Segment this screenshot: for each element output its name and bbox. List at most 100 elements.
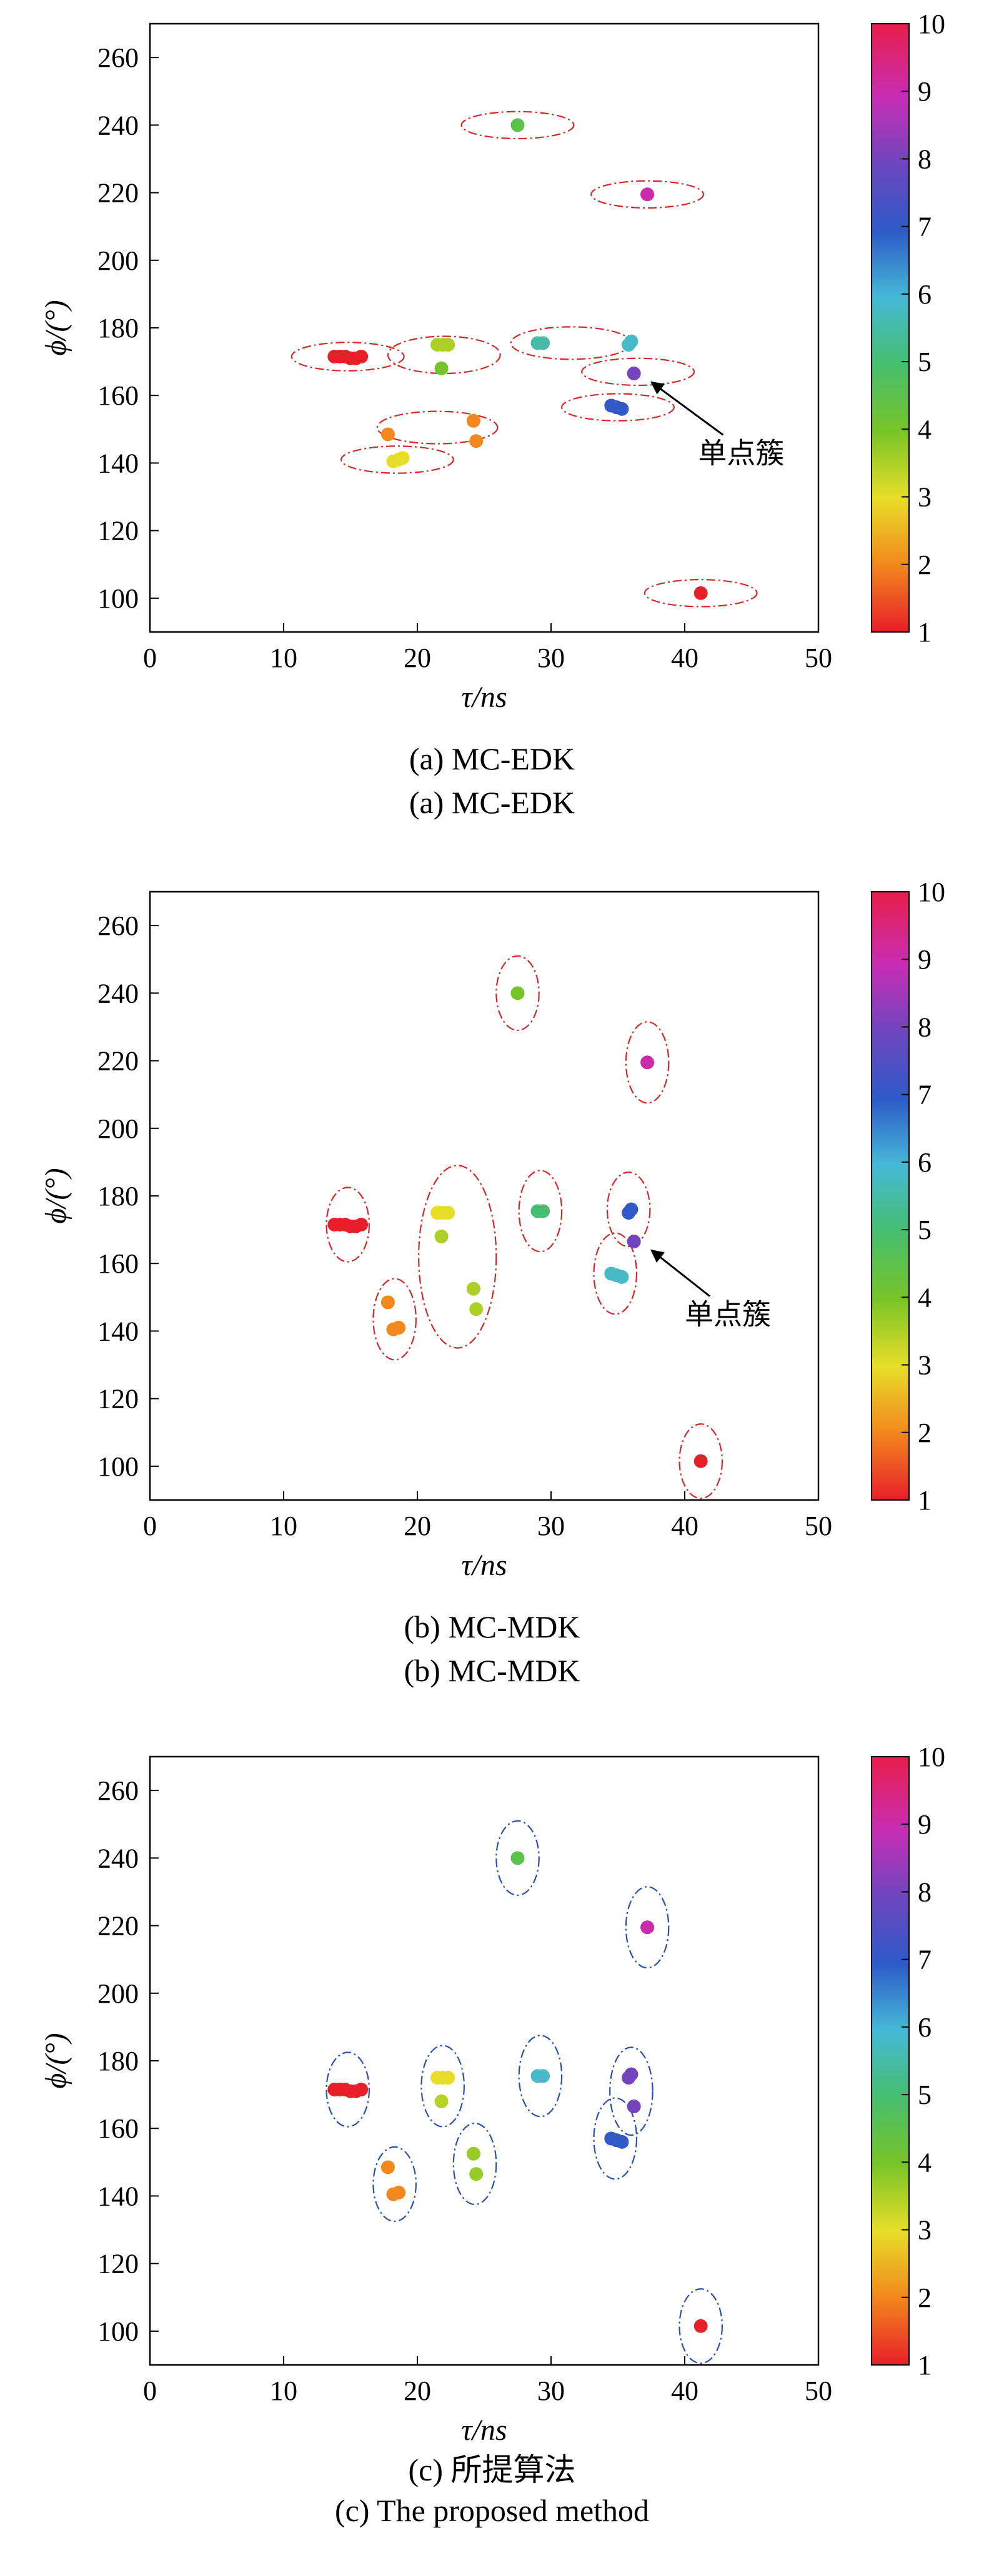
data-point <box>510 986 525 1000</box>
data-point <box>469 434 484 448</box>
x-tick-label: 50 <box>805 1511 832 1541</box>
data-point <box>624 334 639 348</box>
cluster-ellipse <box>625 1886 670 1969</box>
caption-b-line2: (b) MC-MDK <box>404 1653 580 1688</box>
cluster-ellipse <box>372 2146 417 2223</box>
colorbar-tick-label: 1 <box>918 2350 932 2381</box>
data-point <box>380 2160 395 2174</box>
colorbar-tick-label: 2 <box>918 550 932 580</box>
colorbar-tick-label: 3 <box>918 2215 932 2246</box>
data-point <box>693 1454 708 1468</box>
data-point <box>380 1295 395 1310</box>
cluster-ellipse <box>372 1278 417 1361</box>
data-point <box>392 1321 406 1335</box>
y-tick-label: 160 <box>97 380 139 411</box>
data-point <box>466 413 480 428</box>
data-point <box>615 402 629 416</box>
colorbar-tick-label: 6 <box>918 2012 932 2043</box>
x-tick-label: 40 <box>671 1511 698 1541</box>
cluster-ellipse <box>340 445 454 474</box>
data-point <box>466 1281 480 1296</box>
colorbar-tick-label: 6 <box>918 279 932 310</box>
panel-b: 0 10 20 30 40 50 100 120 140 160 180 200 220 240 260 τ/… <box>0 868 984 1711</box>
cluster-ellipse <box>495 1820 540 1896</box>
data-point <box>615 2134 629 2149</box>
y-tick-label: 260 <box>97 42 139 73</box>
colorbar-tick-label: 8 <box>918 144 932 174</box>
colorbar <box>871 1756 910 2366</box>
data-point <box>624 2067 639 2081</box>
data-point <box>354 2082 369 2096</box>
y-tick-label: 140 <box>97 2181 139 2211</box>
data-point <box>510 1851 525 1865</box>
data-point <box>434 1229 449 1243</box>
x-tick-label: 40 <box>671 643 698 673</box>
x-tick-label: 20 <box>404 643 431 673</box>
y-tick-label: 240 <box>97 1843 139 1873</box>
x-tick-label: 30 <box>537 1511 565 1541</box>
colorbar-tick-label: 7 <box>918 212 932 242</box>
cluster-ellipse <box>518 2035 563 2118</box>
x-axis-label: τ/ns <box>461 1549 507 1582</box>
colorbar-tick-label: 7 <box>918 1080 932 1110</box>
plot-frame <box>149 1755 820 2366</box>
y-tick-label: 100 <box>97 1451 139 1482</box>
y-tick-label: 120 <box>97 1384 139 1414</box>
y-tick-label: 100 <box>97 2316 139 2347</box>
y-axis-label: ϕ/(°) <box>39 300 72 355</box>
y-tick-label: 140 <box>97 448 139 478</box>
data-point <box>395 451 410 465</box>
x-axis-label: τ/ns <box>461 681 507 714</box>
annotation-label: 单点簇 <box>698 436 784 470</box>
y-axis-label: ϕ/(°) <box>39 1168 72 1223</box>
annotation-arrow <box>650 381 724 436</box>
x-tick-label: 0 <box>143 1511 157 1541</box>
data-point <box>536 2069 550 2083</box>
data-point <box>627 2100 641 2114</box>
data-point <box>441 1206 455 1220</box>
data-point <box>627 367 641 381</box>
x-tick-label: 20 <box>404 1511 431 1541</box>
y-tick-label: 200 <box>97 1113 139 1144</box>
cluster-ellipse <box>510 326 632 360</box>
colorbar-tick-label: 9 <box>918 76 932 107</box>
colorbar-tick-label: 2 <box>918 2282 932 2313</box>
cluster-ellipse <box>593 1232 638 1315</box>
scatter-chart-a: 0 10 20 30 40 50 100 120 140 160 180 200 220 240 260 τ/… <box>39 9 945 714</box>
cluster-ellipse <box>593 2097 638 2180</box>
x-tick-label: 10 <box>270 643 297 673</box>
y-tick-label: 120 <box>97 2249 139 2279</box>
caption-b-line1: (b) MC-MDK <box>404 1609 580 1644</box>
x-tick-label: 10 <box>270 1511 297 1541</box>
data-point <box>640 1920 655 1935</box>
data-point <box>380 427 395 442</box>
colorbar-tick-label: 4 <box>918 1282 932 1313</box>
y-tick-label: 160 <box>97 2113 139 2144</box>
colorbar-tick-label: 9 <box>918 944 932 975</box>
y-tick-label: 180 <box>97 2046 139 2076</box>
cluster-ellipse <box>420 2045 465 2128</box>
y-tick-label: 260 <box>97 910 139 941</box>
y-tick-label: 180 <box>97 1181 139 1212</box>
y-tick-label: 120 <box>97 516 139 546</box>
panel-a: 0 10 20 30 40 50 100 120 140 160 180 200 220 240 260 τ/… <box>0 0 984 843</box>
cluster-ellipse <box>452 2123 497 2206</box>
colorbar-tick-label: 7 <box>918 1945 932 1975</box>
plot-frame <box>149 891 820 1501</box>
colorbar-tick-label: 5 <box>918 2080 932 2110</box>
plot-frame <box>149 22 820 633</box>
colorbar-tick-label: 10 <box>918 9 945 39</box>
x-tick-label: 50 <box>805 643 832 673</box>
x-tick-label: 0 <box>143 643 157 673</box>
data-point <box>392 2186 406 2200</box>
data-point <box>434 361 449 375</box>
colorbar-tick-label: 10 <box>918 877 945 907</box>
y-tick-label: 220 <box>97 178 139 209</box>
x-tick-label: 40 <box>671 2376 698 2406</box>
data-point <box>510 118 525 132</box>
cluster-ellipse <box>678 1423 723 1499</box>
data-point <box>466 2146 480 2161</box>
annotation-arrow <box>650 1249 710 1297</box>
colorbar-tick-label: 8 <box>918 1012 932 1042</box>
cluster-ellipse <box>418 1165 497 1349</box>
